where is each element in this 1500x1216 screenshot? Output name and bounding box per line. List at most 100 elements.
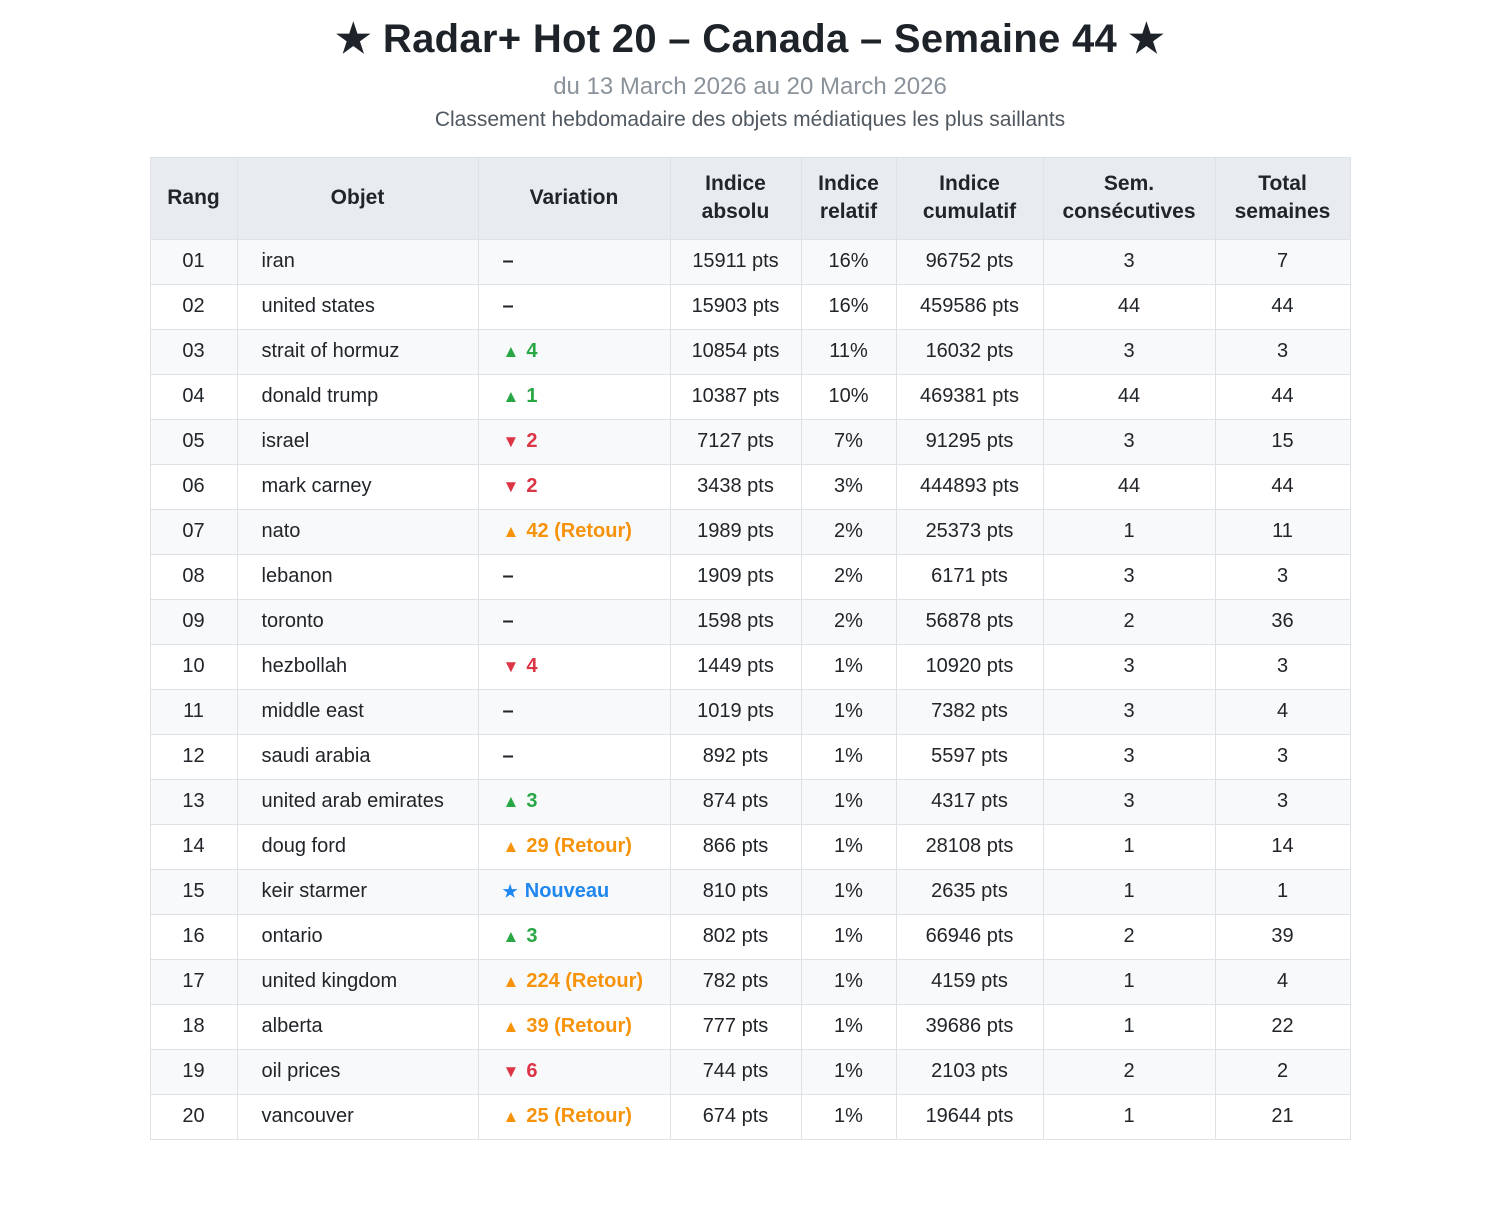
variation-cell: –: [477, 733, 671, 780]
header-relative-index: Indice relatif: [800, 157, 897, 240]
down-arrow-icon: ▼: [502, 657, 520, 677]
table-header: Rang Objet Variation Indice absolu Indic…: [149, 157, 1351, 240]
total-weeks-cell: 4: [1214, 688, 1351, 735]
variation-value: ▲ 25 (Retour): [503, 1105, 632, 1127]
variation-label: 29 (Retour): [526, 835, 632, 858]
variation-cell: –: [477, 238, 671, 285]
rank-cell: 07: [149, 508, 238, 555]
relative-index-cell: 1%: [800, 1003, 897, 1050]
relative-index-cell: 1%: [800, 868, 897, 915]
cumulative-index-cell: 2103 pts: [895, 1048, 1044, 1095]
total-weeks-cell: 15: [1214, 418, 1351, 465]
total-weeks-cell: 22: [1214, 1003, 1351, 1050]
dash-icon: –: [502, 565, 514, 588]
rank-cell: 09: [149, 598, 238, 645]
total-weeks-cell: 36: [1214, 598, 1351, 645]
cumulative-index-cell: 2635 pts: [895, 868, 1044, 915]
object-cell: vancouver: [236, 1093, 479, 1140]
header-absolute-index: Indice absolu: [669, 157, 802, 240]
object-cell: toronto: [236, 598, 479, 645]
consecutive-weeks-cell: 3: [1042, 733, 1216, 780]
rank-cell: 18: [149, 1003, 238, 1050]
up-arrow-icon: ▲: [502, 342, 520, 362]
cumulative-index-cell: 444893 pts: [895, 463, 1044, 510]
table-row: 14 doug ford ▲ 29 (Retour) 866 pts 1% 28108 pt…: [149, 823, 1351, 870]
rank-cell: 02: [149, 283, 238, 330]
consecutive-weeks-cell: 44: [1042, 463, 1216, 510]
absolute-index-cell: 10387 pts: [669, 373, 802, 420]
variation-value: ▲ 42 (Retour): [503, 520, 632, 542]
rank-cell: 03: [149, 328, 238, 375]
rank-cell: 01: [149, 238, 238, 285]
variation-value: ▲ 3: [503, 925, 538, 947]
total-weeks-cell: 14: [1214, 823, 1351, 870]
down-arrow-icon: ▼: [502, 1062, 520, 1082]
absolute-index-cell: 15911 pts: [669, 238, 802, 285]
consecutive-weeks-cell: 3: [1042, 328, 1216, 375]
rank-cell: 14: [149, 823, 238, 870]
rank-cell: 05: [149, 418, 238, 465]
variation-cell: ▲ 25 (Retour): [477, 1093, 671, 1140]
rank-cell: 12: [149, 733, 238, 780]
rank-cell: 04: [149, 373, 238, 420]
relative-index-cell: 10%: [800, 373, 897, 420]
variation-value: ▼ 2: [503, 430, 538, 452]
variation-label: 3: [526, 925, 538, 948]
variation-cell: –: [477, 688, 671, 735]
consecutive-weeks-cell: 1: [1042, 823, 1216, 870]
relative-index-cell: 7%: [800, 418, 897, 465]
variation-value: –: [503, 745, 514, 767]
absolute-index-cell: 7127 pts: [669, 418, 802, 465]
variation-label: 2: [526, 475, 538, 498]
consecutive-weeks-cell: 1: [1042, 958, 1216, 1005]
up-arrow-icon: ▲: [502, 1017, 520, 1037]
rank-cell: 19: [149, 1048, 238, 1095]
consecutive-weeks-cell: 3: [1042, 778, 1216, 825]
total-weeks-cell: 44: [1214, 463, 1351, 510]
variation-cell: ▲ 1: [477, 373, 671, 420]
variation-value: ▲ 3: [503, 790, 538, 812]
dash-icon: –: [502, 250, 514, 273]
table-row: 08 lebanon –1909 pts 2% 6171 pts 3 3: [149, 553, 1351, 600]
cumulative-index-cell: 10920 pts: [895, 643, 1044, 690]
table-row: 02 united states –15903 pts 16% 459586 pts 44…: [149, 283, 1351, 330]
variation-cell: ▲ 39 (Retour): [477, 1003, 671, 1050]
date-range: du 13 March 2026 au 20 March 2026: [553, 73, 947, 100]
object-cell: ontario: [236, 913, 479, 960]
relative-index-cell: 11%: [800, 328, 897, 375]
dash-icon: –: [502, 610, 514, 633]
consecutive-weeks-cell: 3: [1042, 688, 1216, 735]
absolute-index-cell: 1019 pts: [669, 688, 802, 735]
relative-index-cell: 16%: [800, 283, 897, 330]
variation-cell: –: [477, 553, 671, 600]
absolute-index-cell: 674 pts: [669, 1093, 802, 1140]
table-row: 17 united kingdom ▲ 224 (Retour) 782 pts 1% 41…: [149, 958, 1351, 1005]
consecutive-weeks-cell: 1: [1042, 1003, 1216, 1050]
cumulative-index-cell: 4159 pts: [895, 958, 1044, 1005]
variation-cell: ▲ 42 (Retour): [477, 508, 671, 555]
total-weeks-cell: 11: [1214, 508, 1351, 555]
consecutive-weeks-cell: 2: [1042, 913, 1216, 960]
table-row: 10 hezbollah ▼ 4 1449 pts 1% 10920 pts 3 3: [149, 643, 1351, 690]
absolute-index-cell: 802 pts: [669, 913, 802, 960]
down-arrow-icon: ▼: [502, 477, 520, 497]
rank-cell: 17: [149, 958, 238, 1005]
variation-value: ★ Nouveau: [503, 880, 610, 902]
table-row: 01 iran – 15911 pts 16% 96752 pts 3 7: [149, 238, 1351, 285]
absolute-index-cell: 866 pts: [669, 823, 802, 870]
table-row: 19 oil prices ▼ 6 744 pts 1% 2103 pts 2 2: [149, 1048, 1351, 1095]
variation-label: 224 (Retour): [526, 970, 644, 993]
rank-cell: 15: [149, 868, 238, 915]
dash-icon: –: [502, 700, 514, 723]
cumulative-index-cell: 66946 pts: [895, 913, 1044, 960]
absolute-index-cell: 3438 pts: [669, 463, 802, 510]
relative-index-cell: 1%: [800, 643, 897, 690]
variation-cell: ▲ 224 (Retour): [477, 958, 671, 1005]
variation-label: 3: [526, 790, 538, 813]
consecutive-weeks-cell: 2: [1042, 598, 1216, 645]
variation-cell: ★ Nouveau: [477, 868, 671, 915]
object-cell: alberta: [236, 1003, 479, 1050]
relative-index-cell: 1%: [800, 1048, 897, 1095]
cumulative-index-cell: 7382 pts: [895, 688, 1044, 735]
header-variation: Variation: [477, 157, 671, 240]
